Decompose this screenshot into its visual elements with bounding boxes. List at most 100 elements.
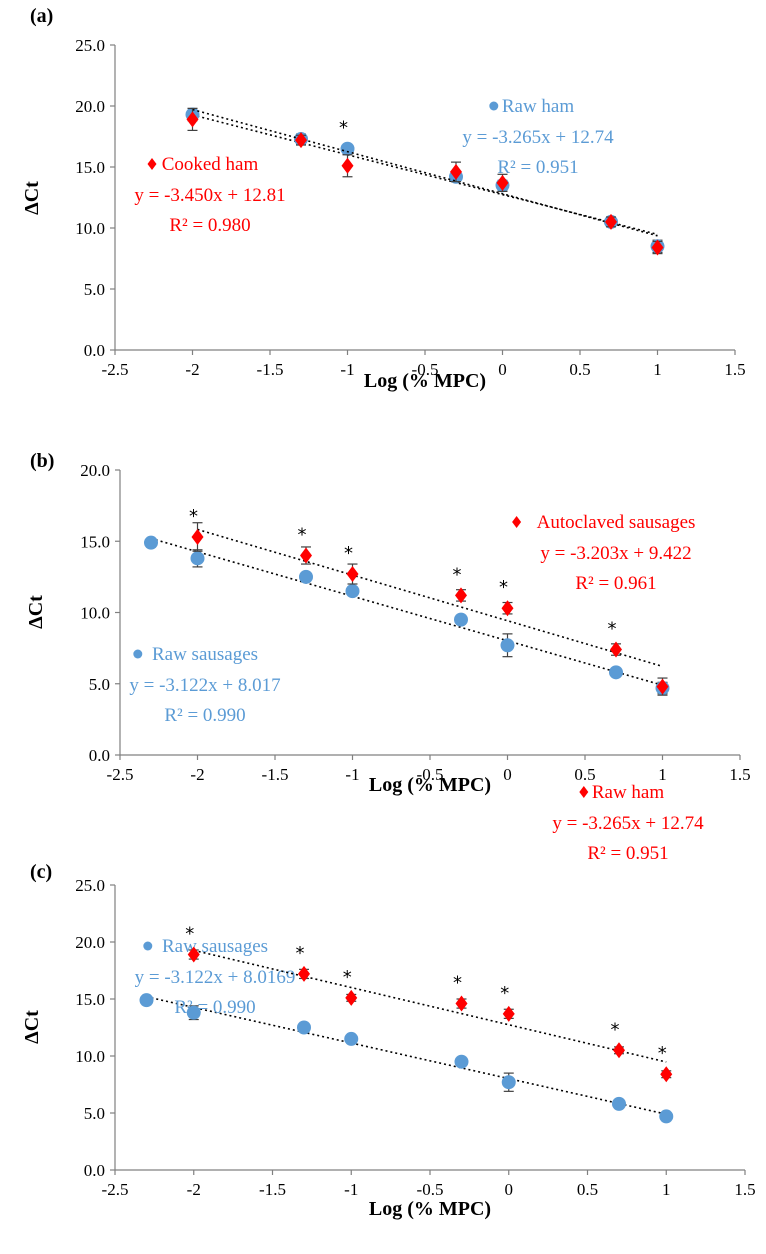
y-tick-label: 0.0 bbox=[84, 1161, 105, 1180]
x-tick-label: -1.5 bbox=[257, 360, 284, 379]
significance-star: * bbox=[499, 577, 508, 598]
x-tick-label: -0.5 bbox=[412, 360, 439, 379]
data-point-diamond bbox=[186, 111, 199, 128]
data-point-circle bbox=[299, 569, 313, 584]
x-tick-label: -1 bbox=[345, 765, 359, 784]
trendline bbox=[192, 108, 658, 237]
significance-star: * bbox=[185, 924, 194, 945]
x-tick-label: -1 bbox=[340, 360, 354, 379]
x-tick-label: 1 bbox=[658, 765, 667, 784]
significance-star: * bbox=[611, 1019, 620, 1040]
trendline bbox=[150, 537, 663, 687]
x-axis-title: Log (% MPC) bbox=[364, 370, 486, 392]
data-point-circle bbox=[454, 612, 468, 627]
x-tick-label: 0.5 bbox=[569, 360, 590, 379]
r-squared: R² = 0.951 bbox=[497, 157, 578, 178]
significance-star: * bbox=[453, 564, 462, 585]
legend-marker bbox=[147, 158, 157, 170]
series-name: Raw sausages bbox=[152, 644, 258, 665]
x-tick-label: -1.5 bbox=[259, 1180, 286, 1199]
data-point-diamond bbox=[455, 587, 467, 604]
x-tick-label: -2.5 bbox=[102, 360, 129, 379]
data-point-circle bbox=[345, 584, 360, 599]
significance-star: * bbox=[344, 543, 353, 564]
data-point-diamond bbox=[298, 965, 310, 982]
legend-marker bbox=[133, 649, 143, 659]
x-tick-label: 1 bbox=[662, 1180, 671, 1199]
regression-equation: y = -3.122x + 8.0169 bbox=[135, 967, 296, 988]
regression-equation: y = -3.265x + 12.74 bbox=[552, 813, 704, 834]
y-tick-label: 15.0 bbox=[75, 158, 105, 177]
legend-marker bbox=[143, 941, 153, 951]
data-point-diamond bbox=[613, 1042, 625, 1059]
data-point-diamond bbox=[656, 678, 669, 695]
x-tick-label: -2 bbox=[190, 765, 204, 784]
data-point-diamond bbox=[605, 213, 617, 230]
data-point-diamond bbox=[501, 600, 514, 617]
x-tick-label: -2 bbox=[185, 360, 199, 379]
data-point-circle bbox=[454, 1054, 469, 1069]
significance-star: * bbox=[608, 619, 617, 640]
y-axis-title: ΔCt bbox=[21, 1010, 43, 1044]
data-point-diamond bbox=[187, 946, 200, 963]
y-axis-title: ΔCt bbox=[25, 595, 47, 629]
data-point-circle bbox=[612, 1096, 626, 1111]
data-point-circle bbox=[186, 1005, 201, 1020]
significance-star: * bbox=[658, 1043, 667, 1064]
significance-star: * bbox=[296, 943, 305, 964]
y-tick-label: 5.0 bbox=[84, 280, 105, 299]
y-tick-label: 15.0 bbox=[80, 532, 110, 551]
chart-panel-b: (b) 0.0 5.0 10.0 15.0 20.0 -2.5 -2 -1.5 -1 -0.5 0 0.… bbox=[25, 450, 751, 796]
panel-label: (b) bbox=[30, 450, 54, 472]
r-squared: R² = 0.980 bbox=[169, 215, 250, 236]
data-point-diamond bbox=[191, 528, 204, 545]
y-tick-label: 20.0 bbox=[80, 461, 110, 480]
series-name: Raw ham bbox=[502, 96, 575, 117]
significance-star: * bbox=[453, 973, 462, 994]
r-squared: R² = 0.990 bbox=[164, 705, 245, 726]
regression-equation: y = -3.122x + 8.017 bbox=[129, 675, 280, 696]
data-point-diamond bbox=[345, 989, 358, 1006]
data-point-diamond bbox=[660, 1066, 673, 1083]
data-point-circle bbox=[609, 665, 623, 680]
x-axis-title: Log (% MPC) bbox=[369, 1198, 491, 1220]
data-point-diamond bbox=[610, 641, 622, 658]
x-tick-label: 0.5 bbox=[574, 765, 595, 784]
x-tick-label: -2.5 bbox=[102, 1180, 129, 1199]
chart-panel-c: (c) 0.0 5.0 10.0 15.0 20.0 25.0 -2.5 -2 -1.5 -1 -0.… bbox=[21, 782, 756, 1220]
legend-marker bbox=[489, 101, 499, 111]
data-point-diamond bbox=[455, 995, 468, 1012]
legend-marker bbox=[579, 786, 589, 798]
x-tick-label: -0.5 bbox=[417, 1180, 444, 1199]
data-point-circle bbox=[500, 638, 515, 653]
r-squared: R² = 0.951 bbox=[587, 843, 668, 864]
x-tick-label: -2.5 bbox=[107, 765, 134, 784]
y-tick-label: 10.0 bbox=[75, 1047, 105, 1066]
x-tick-label: 0 bbox=[498, 360, 507, 379]
y-tick-label: 10.0 bbox=[75, 219, 105, 238]
x-tick-label: -0.5 bbox=[417, 765, 444, 784]
data-point-circle bbox=[501, 1075, 516, 1090]
series-name: Autoclaved sausages bbox=[537, 512, 696, 533]
x-tick-label: -1.5 bbox=[262, 765, 289, 784]
y-axis-title: ΔCt bbox=[21, 181, 43, 215]
series-name: Raw ham bbox=[592, 782, 665, 803]
data-point-diamond bbox=[346, 566, 359, 583]
data-point-circle bbox=[144, 535, 158, 550]
significance-star: * bbox=[343, 967, 352, 988]
y-tick-label: 5.0 bbox=[84, 1104, 105, 1123]
y-tick-label: 20.0 bbox=[75, 97, 105, 116]
panel-label: (a) bbox=[30, 5, 53, 27]
x-tick-label: 1.5 bbox=[729, 765, 750, 784]
data-point-diamond bbox=[341, 157, 354, 174]
data-point-diamond bbox=[295, 132, 307, 149]
data-point-circle bbox=[344, 1031, 359, 1046]
y-tick-label: 20.0 bbox=[75, 933, 105, 952]
y-tick-label: 15.0 bbox=[75, 990, 105, 1009]
r-squared: R² = 0.961 bbox=[575, 573, 656, 594]
significance-star: * bbox=[339, 118, 348, 139]
regression-equation: y = -3.265x + 12.74 bbox=[462, 127, 614, 148]
trendline bbox=[197, 528, 663, 668]
series-name: Cooked ham bbox=[162, 154, 259, 175]
